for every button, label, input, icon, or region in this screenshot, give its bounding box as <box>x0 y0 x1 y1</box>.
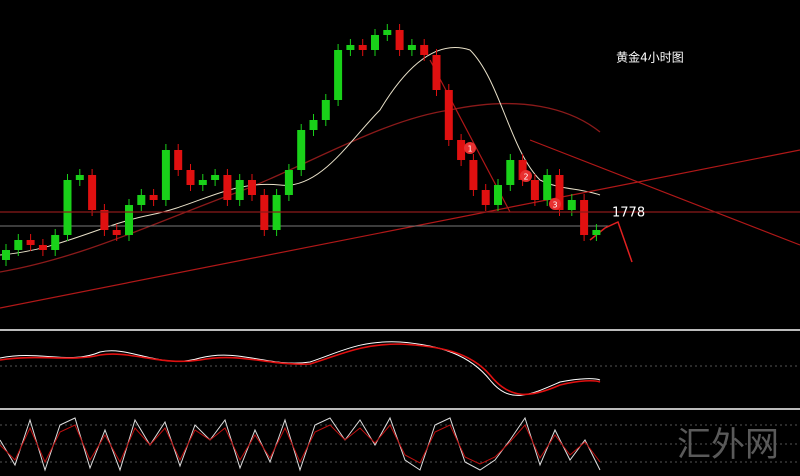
stochastic-d <box>0 424 601 465</box>
candle-body <box>334 50 343 100</box>
candle-body <box>211 175 220 180</box>
candle-body <box>198 180 207 185</box>
candle-body <box>555 175 564 210</box>
candle-body <box>580 200 589 235</box>
candle-body <box>506 160 515 185</box>
candle-body <box>297 130 306 170</box>
candle-body <box>100 210 109 230</box>
macd-line <box>0 341 601 396</box>
candle-body <box>137 195 146 205</box>
candle-body <box>14 240 23 250</box>
candle-body <box>444 90 453 140</box>
candle-body <box>346 45 355 50</box>
candle-body <box>248 180 256 195</box>
candle-body <box>481 190 490 205</box>
candle-body <box>592 230 601 235</box>
trend-line <box>0 149 800 309</box>
candle-body <box>383 30 392 35</box>
candle-body <box>75 175 84 180</box>
chart-title: 黄金4小时图 <box>616 50 684 65</box>
candle-body <box>567 200 576 210</box>
candle-body <box>174 150 183 170</box>
candle-body <box>112 230 121 235</box>
annotation-marker <box>464 142 476 154</box>
fast-ma <box>0 47 601 256</box>
slow-ma <box>0 102 601 273</box>
candle-body <box>518 160 527 180</box>
candle-body <box>469 160 478 190</box>
candle-body <box>38 245 47 250</box>
price-level-label: 1778 <box>612 206 645 221</box>
candle-body <box>457 140 466 160</box>
signal-line <box>0 343 601 396</box>
candle-body <box>2 250 10 260</box>
candle-body <box>235 180 244 200</box>
candle-body <box>149 195 158 200</box>
candle-body <box>309 120 318 130</box>
annotation-label: 1 <box>467 145 472 154</box>
candle-body <box>63 180 72 235</box>
candle-body <box>407 45 416 50</box>
candle-body <box>125 205 133 235</box>
candle-body <box>358 45 367 50</box>
candle-body <box>161 150 170 200</box>
annotation-label: 3 <box>552 201 557 210</box>
trend-line <box>529 139 800 246</box>
candle-body <box>543 175 552 200</box>
candle-body <box>432 55 441 90</box>
candle-body <box>494 185 502 205</box>
watermark: 汇外网 <box>677 425 779 465</box>
candle-body <box>530 180 539 200</box>
annotation-marker <box>520 170 532 182</box>
candle-body <box>284 170 293 195</box>
candle-body <box>26 240 35 245</box>
candle-body <box>223 175 232 200</box>
annotation-marker <box>549 198 561 210</box>
annotation-label: 2 <box>523 173 528 182</box>
candle-body <box>88 175 97 210</box>
candle-body <box>420 45 429 55</box>
candle-body <box>186 170 195 185</box>
candle-body <box>395 30 404 50</box>
candle-body <box>321 100 330 120</box>
candle-body <box>371 35 379 50</box>
candle-body <box>51 235 60 250</box>
